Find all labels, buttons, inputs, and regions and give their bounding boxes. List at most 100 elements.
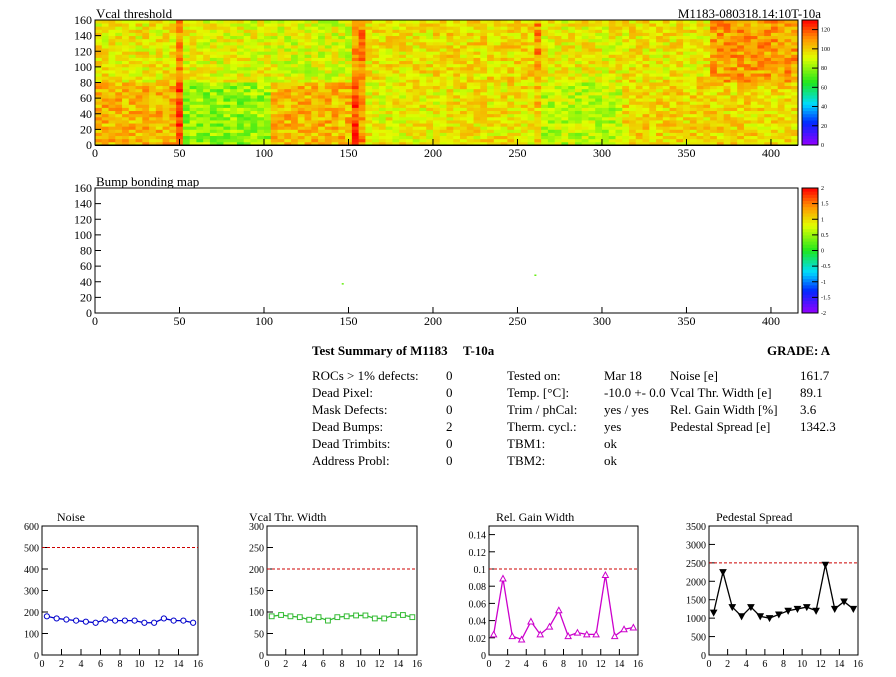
vcal-map-cell: [115, 113, 123, 118]
vcal-map-cell: [554, 32, 562, 37]
vcal-map-cell: [419, 41, 427, 46]
vcal-map-cell: [351, 101, 360, 105]
vcal-map-cell: [311, 23, 319, 27]
vcal-map-cell: [649, 35, 657, 40]
vcal-map-cell: [534, 91, 542, 96]
vcal-map-cell: [304, 66, 312, 71]
vcal-map-cell: [541, 51, 549, 55]
vcal-map-cell: [297, 107, 305, 112]
vcal-map-cell: [108, 51, 116, 55]
vcal-map-cell: [405, 76, 414, 80]
vcal-map-cell: [128, 101, 136, 105]
vcal-map-cell: [189, 88, 197, 93]
vcal-map-cell: [710, 60, 718, 65]
vcal-map-cell: [460, 95, 468, 99]
vcal-map-cell: [304, 85, 312, 90]
vcal-map-cell: [574, 54, 583, 58]
noise-chart-point: [190, 619, 197, 626]
vcal-map-cell: [595, 45, 603, 49]
vcal-map-cell: [737, 38, 745, 43]
vcal-map-cell: [642, 66, 650, 71]
vcal-map-cell: [311, 141, 319, 146]
vcal-map-cell: [595, 41, 603, 46]
vcal-map-cell: [574, 91, 583, 96]
vcal-map-cell: [588, 35, 596, 40]
vcal-map-cell: [311, 82, 319, 87]
vcal-map-cell: [101, 135, 109, 140]
vcal-map-cell: [696, 132, 704, 137]
vcal-map-cell: [115, 29, 123, 33]
vcal-map-cell: [257, 35, 265, 40]
vcal-map-cell: [439, 113, 447, 118]
vcal-map-cell: [723, 60, 731, 65]
vcal-map-cell: [351, 73, 360, 77]
vcal-map-cell: [378, 48, 387, 52]
vcal-width-chart-point: [325, 617, 331, 624]
vcal-map-cell: [331, 54, 339, 58]
vcal-map-cell: [703, 95, 711, 99]
vcal-map-cell: [155, 120, 163, 124]
vcal-map-cell: [473, 88, 481, 93]
vcal-map-cell: [561, 104, 569, 108]
vcal-map-cell: [209, 82, 218, 87]
vcal-map-cell: [649, 29, 657, 33]
vcal-map-cell: [324, 82, 332, 87]
vcal-map-cell: [446, 126, 454, 130]
vcal-map-cell: [561, 82, 569, 87]
vcal-map-cell: [629, 79, 637, 83]
vcal-map-cell: [419, 35, 427, 40]
vcal-map-cell: [466, 41, 474, 46]
vcal-map-cell: [581, 135, 589, 140]
vcal-map-cell: [189, 57, 197, 62]
vcal-map-cell: [135, 101, 143, 105]
vcal-map-cell: [487, 88, 495, 93]
vcal-map-cell: [385, 132, 393, 137]
vcal-map-cell: [730, 82, 738, 87]
vcal-map-cell: [635, 107, 643, 112]
vcal-map-cell: [182, 23, 191, 27]
vcal-map-cell: [656, 88, 664, 93]
vcal-map-cell: [128, 120, 136, 124]
vcal-map-cell: [507, 123, 515, 127]
vcal-map-cell: [757, 63, 765, 68]
pedestal-chart-point: [793, 605, 802, 613]
vcal-map-cell: [642, 60, 650, 65]
vcal-map-cell: [629, 45, 637, 49]
vcal-map-cell: [480, 82, 488, 87]
vcal-map-cell: [385, 20, 393, 24]
vcal-map-cell: [662, 91, 670, 96]
vcal-map-cell: [750, 104, 758, 108]
gain-width-chart-y-tick-label: 0.14: [469, 531, 487, 542]
vcal-map-cell: [223, 76, 231, 80]
vcal-map-cell: [270, 20, 278, 24]
vcal-map-cell: [595, 60, 603, 65]
vcal-map-cell: [385, 141, 393, 146]
vcal-map-cell: [257, 66, 265, 71]
vcal-map-cell: [318, 88, 326, 93]
summary-grade: GRADE: A: [767, 343, 831, 358]
vcal-map-cell: [297, 85, 305, 90]
vcal-map-cell: [162, 88, 170, 93]
vcal-map-cell: [250, 35, 258, 40]
vcal-map-cell: [649, 113, 657, 118]
vcal-map-cell: [716, 57, 725, 62]
vcal-map-cell: [689, 35, 698, 40]
vcal-map-cell: [629, 138, 637, 143]
vcal-map-cell: [703, 35, 711, 40]
vcal-map-cell: [176, 35, 184, 40]
vcal-map-cell: [101, 138, 109, 143]
vcal-map-cell: [331, 41, 339, 46]
vcal-map-cell: [669, 101, 677, 105]
bump-map-palette-band: [802, 256, 818, 261]
vcal-map-cell: [480, 60, 488, 65]
vcal-map-cell: [622, 32, 630, 37]
vcal-map-cell: [95, 95, 103, 99]
vcal-map-cell: [750, 82, 758, 87]
vcal-map-cell: [723, 104, 731, 108]
vcal-map-cell: [176, 116, 184, 121]
vcal-map-cell: [257, 120, 265, 124]
vcal-map-cell: [115, 63, 123, 68]
vcal-map-cell: [460, 26, 468, 30]
vcal-map-cell: [270, 141, 278, 146]
gain-width-chart-point: [508, 632, 517, 640]
